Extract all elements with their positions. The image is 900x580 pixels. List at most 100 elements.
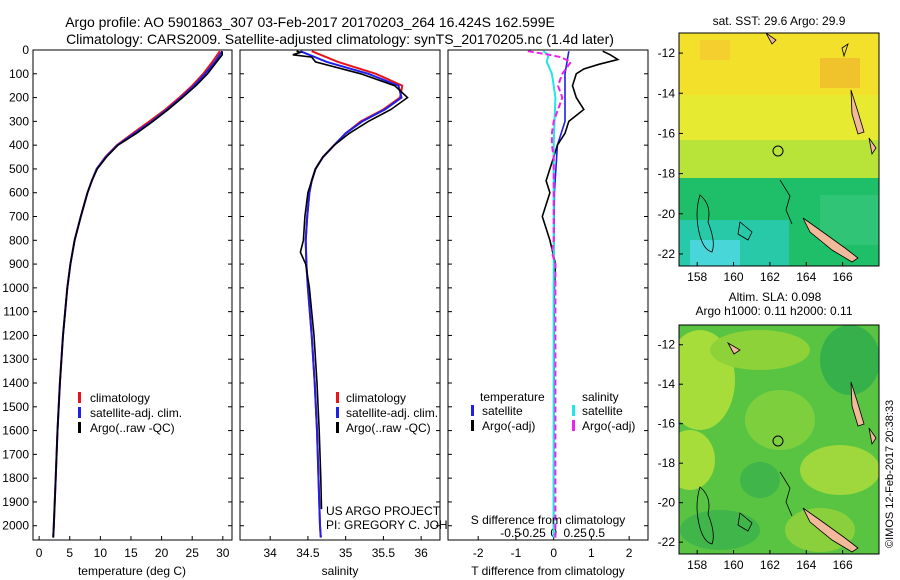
map-lon-label: 164 bbox=[796, 270, 816, 284]
x-tick-label: 15 bbox=[124, 546, 138, 560]
depth-tick-label: 600 bbox=[9, 186, 29, 200]
x-tick-label: -2 bbox=[473, 546, 484, 560]
legend-title-temperature: temperature bbox=[480, 390, 545, 404]
depth-tick-label: 900 bbox=[9, 257, 29, 271]
x-tick-label: 30 bbox=[216, 546, 230, 560]
depth-tick-label: 0 bbox=[22, 43, 29, 57]
salinity-panel: 34 34.5 35 35.5 36 salinity climatology sate… bbox=[239, 49, 482, 578]
sst-map-title: sat. SST: 29.6 Argo: 29.9 bbox=[713, 14, 846, 28]
depth-tick-label: 200 bbox=[9, 91, 29, 105]
sla-map-field bbox=[679, 325, 879, 554]
legend-swatch-climatology bbox=[336, 392, 339, 403]
legend-swatch-s-argo bbox=[572, 420, 575, 431]
map-lon-label: 160 bbox=[724, 270, 744, 284]
map-lat-label: -16 bbox=[658, 126, 676, 140]
difference-legend: temperature satellite Argo(-adj) salinit… bbox=[471, 390, 635, 433]
legend-swatch-satellite bbox=[78, 407, 81, 418]
sst-map-field bbox=[679, 33, 879, 266]
map-lat-label: -22 bbox=[658, 247, 676, 261]
map-lat-label: -18 bbox=[658, 456, 676, 470]
sst-map-frame bbox=[678, 32, 880, 267]
map-lon-label: 158 bbox=[687, 270, 707, 284]
map-lat-label: -14 bbox=[658, 86, 676, 100]
temperature-xlabel: temperature (deg C) bbox=[78, 564, 186, 578]
map-lat-label: -14 bbox=[658, 377, 676, 391]
x-tick-label: 35.5 bbox=[372, 546, 396, 560]
s-tick-label: 0.5 bbox=[588, 526, 605, 540]
depth-tick-label: 1700 bbox=[2, 447, 29, 461]
temperature-axis: 0 5 10 15 20 25 30 bbox=[33, 49, 232, 560]
depth-axis: 0 100 200 300 400 500 600 700 800 900 1000 1100 1200… bbox=[2, 43, 29, 533]
sla-map-frame bbox=[678, 324, 880, 555]
depth-tick-label: 1000 bbox=[2, 281, 29, 295]
x-tick-label: 5 bbox=[66, 546, 73, 560]
legend-swatch-satellite bbox=[336, 407, 339, 418]
depth-tick-label: 300 bbox=[9, 114, 29, 128]
x-tick-label: 34 bbox=[264, 546, 278, 560]
depth-tick-label: 400 bbox=[9, 138, 29, 152]
depth-tick-label: 1500 bbox=[2, 400, 29, 414]
header-line-2: Climatology: CARS2009. Satellite-adjuste… bbox=[66, 31, 614, 47]
s-tick-label: -0.5 bbox=[500, 526, 521, 540]
x-tick-label: 10 bbox=[94, 546, 108, 560]
map-lon-label: 160 bbox=[724, 558, 744, 572]
s-tick-label: -0.25 bbox=[518, 526, 546, 540]
legend-swatch-argo bbox=[78, 422, 81, 433]
depth-tick-label: 1100 bbox=[3, 305, 29, 319]
map-lat-label: -16 bbox=[658, 417, 676, 431]
x-tick-label: 1 bbox=[588, 546, 595, 560]
salinity-lines bbox=[292, 50, 409, 538]
depth-tick-label: 700 bbox=[9, 210, 29, 224]
legend-label-argo: Argo(..raw -QC) bbox=[346, 421, 431, 435]
t-difference-xlabel: T difference from climatology bbox=[471, 564, 625, 578]
legend-label-climatology: climatology bbox=[346, 391, 406, 405]
salinity-panel-frame bbox=[239, 49, 441, 541]
salinity-legend: climatology satellite-adj. clim. Argo(..… bbox=[336, 391, 438, 435]
sla-map: Altim. SLA: 0.098 Argo h1000: 0.11 h2000… bbox=[658, 290, 880, 572]
legend-label-satellite: satellite-adj. clim. bbox=[90, 406, 182, 420]
x-tick-label: 34.5 bbox=[296, 546, 320, 560]
map-lon-label: 162 bbox=[760, 558, 780, 572]
map-lon-label: 164 bbox=[796, 558, 816, 572]
x-tick-label: 20 bbox=[155, 546, 169, 560]
depth-tick-label: 1200 bbox=[2, 328, 29, 342]
sst-map: sat. SST: 29.6 Argo: 29.9 -12 -14 -16 -18 -2… bbox=[658, 14, 880, 284]
difference-panel: -2 -1 0 1 2-0.5-0.25 0 0.25 0.5 S difference fr… bbox=[447, 49, 649, 578]
map-lat-label: -22 bbox=[658, 535, 676, 549]
x-tick-label: 2 bbox=[626, 546, 633, 560]
map-lat-label: -18 bbox=[658, 167, 676, 181]
sst-map-axes: -12 -14 -16 -18 -20 -22 158 160 162 164 166 bbox=[658, 46, 853, 284]
difference-panel-frame bbox=[447, 49, 649, 541]
temperature-lines bbox=[52, 50, 224, 538]
map-lat-label: -20 bbox=[658, 496, 676, 510]
depth-tick-label: 1600 bbox=[2, 424, 29, 438]
depth-tick-label: 1300 bbox=[2, 352, 29, 366]
sla-map-title-1: Altim. SLA: 0.098 bbox=[729, 290, 822, 304]
x-tick-label: -1 bbox=[511, 546, 522, 560]
legend-swatch-t-argo bbox=[471, 420, 474, 431]
depth-tick-label: 100 bbox=[9, 67, 29, 81]
map-lat-label: -12 bbox=[658, 338, 676, 352]
temperature-panel-frame bbox=[32, 49, 233, 541]
sla-map-axes: -12 -14 -16 -18 -20 -22 158 160 162 164 166 bbox=[658, 338, 853, 572]
temperature-legend: climatology satellite-adj. clim. Argo(..… bbox=[78, 391, 182, 435]
s-tick-label: 0.25 bbox=[563, 526, 587, 540]
legend-label-s-argo: Argo(-adj) bbox=[582, 419, 635, 433]
map-lon-label: 158 bbox=[687, 558, 707, 572]
legend-label-s-satellite: satellite bbox=[582, 404, 623, 418]
legend-label-climatology: climatology bbox=[90, 391, 150, 405]
depth-tick-label: 1400 bbox=[2, 376, 29, 390]
s-difference-label: S difference from climatology bbox=[471, 513, 626, 527]
map-lat-label: -12 bbox=[658, 46, 676, 60]
legend-swatch-t-satellite bbox=[471, 405, 474, 416]
temperature-panel: 0 5 10 15 20 25 30 temperature (deg C) climato… bbox=[32, 49, 233, 578]
series-line-salinity-satellite bbox=[542, 50, 557, 538]
legend-label-t-satellite: satellite bbox=[482, 404, 523, 418]
depth-tick-label: 800 bbox=[9, 233, 29, 247]
x-tick-label: 36 bbox=[414, 546, 428, 560]
legend-swatch-s-satellite bbox=[572, 405, 575, 416]
map-lon-label: 162 bbox=[760, 270, 780, 284]
x-tick-label: 0 bbox=[36, 546, 43, 560]
